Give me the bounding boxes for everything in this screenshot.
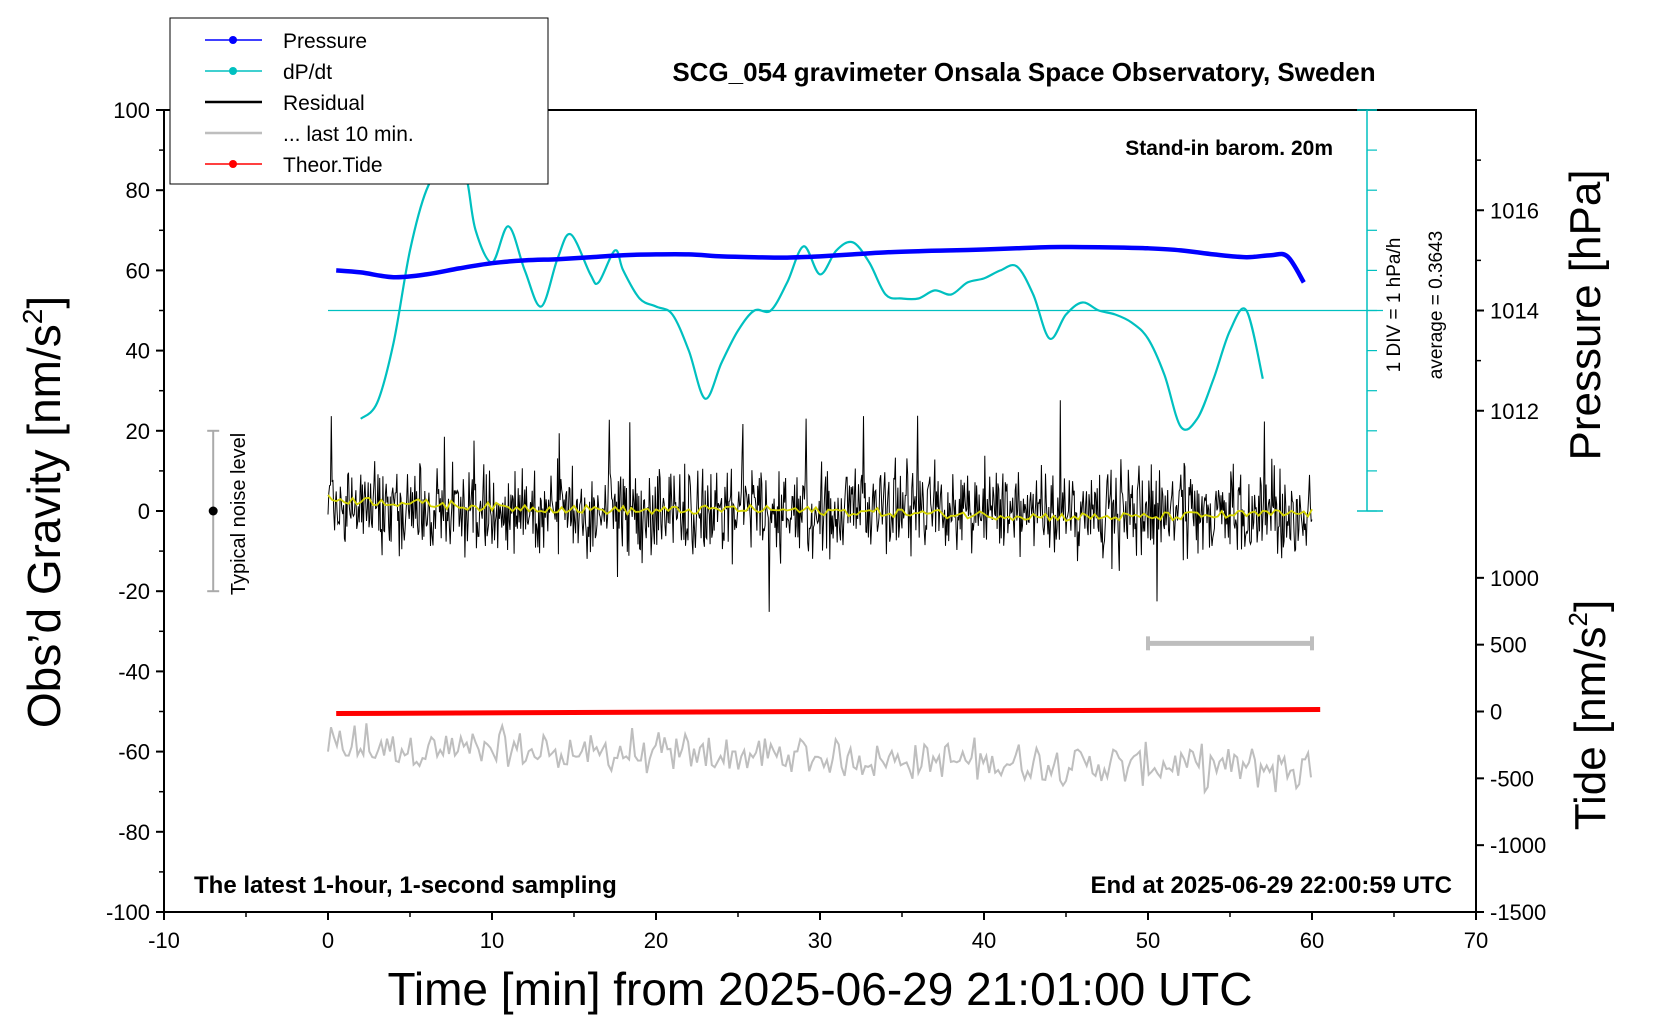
y-axis-title-tide-end: ]	[1566, 600, 1615, 612]
y-axis-title-tide-text: Tide [nm/s	[1566, 626, 1615, 830]
axis-ticks: -10 0 10 20 30 40 50 60 70-100-80-60-40-20020406…	[106, 98, 1546, 953]
y-tick-label: -60	[118, 740, 150, 765]
y-tick-label: -40	[118, 659, 150, 684]
x-tick-label: 0	[322, 928, 334, 953]
pressure-tick-label: 1014	[1490, 299, 1539, 324]
bottom-right-note: End at 2025-06-29 22:00:59 UTC	[1091, 872, 1453, 899]
residual-smoothed-line	[327, 494, 1313, 523]
residual-line	[327, 400, 1313, 612]
tide-tick-label: -1000	[1490, 833, 1546, 858]
y-tick-label: 60	[126, 258, 150, 283]
svg-text:Tide [nm/s2]: Tide [nm/s2]	[1563, 600, 1615, 830]
noise-bar-center	[208, 506, 218, 516]
x-tick-label: 50	[1136, 928, 1160, 953]
y-tick-label: 0	[138, 499, 150, 524]
pressure-tick-label: 1012	[1490, 399, 1539, 424]
legend-marker	[229, 160, 237, 168]
plot-area	[207, 109, 1383, 795]
tide-tick-label: -500	[1490, 766, 1534, 791]
y-axis-title-tide-sup: 2	[1563, 612, 1593, 626]
x-axis-title: Time [min] from 2025-06-29 21:01:00 UTC	[388, 963, 1253, 1015]
y-tick-label: 40	[126, 339, 150, 364]
tide-tick-label: 1000	[1490, 566, 1539, 591]
y-tick-label: -20	[118, 579, 150, 604]
dpdt-average-note: average = 0.3643	[1426, 231, 1447, 379]
theoretical-tide-line	[336, 706, 1321, 717]
y-tick-label: 80	[126, 178, 150, 203]
y-tick-label: 100	[113, 98, 150, 123]
bottom-left-note: The latest 1-hour, 1-second sampling	[194, 872, 617, 899]
tide-tick-label: 0	[1490, 700, 1502, 725]
dpdt-scale-note: 1 DIV = 1 hPa/h	[1384, 238, 1405, 373]
y-axis-title-main: Obs’d Gravity [nm/s2]	[17, 296, 70, 728]
barometer-note: Stand-in barom. 20m	[1125, 137, 1333, 160]
y-tick-label: -80	[118, 820, 150, 845]
x-tick-label: -10	[148, 928, 180, 953]
last-10-min-line	[327, 722, 1312, 795]
x-tick-label: 30	[808, 928, 832, 953]
legend-label: Theor.Tide	[283, 154, 383, 177]
x-tick-label: 20	[644, 928, 668, 953]
y-axis-title-pressure: Pressure [hPa]	[1561, 169, 1610, 460]
x-tick-label: 70	[1464, 928, 1488, 953]
legend-label: Residual	[283, 92, 365, 115]
legend: Pressure dP/dt Residual ... last 10 min. The…	[169, 17, 549, 185]
legend-label: Pressure	[283, 30, 367, 53]
legend-box	[169, 17, 549, 185]
x-tick-label: 60	[1300, 928, 1324, 953]
y-axis-title-main-end: ]	[18, 296, 70, 309]
tide-tick-label: -1500	[1490, 900, 1546, 925]
y-tick-label: 20	[126, 419, 150, 444]
noise-level-label: Typical noise level	[228, 433, 250, 595]
tide-tick-label: 500	[1490, 633, 1527, 658]
svg-text:Obs’d Gravity [nm/s2]: Obs’d Gravity [nm/s2]	[17, 296, 70, 728]
legend-label: ... last 10 min.	[283, 123, 414, 146]
legend-label: dP/dt	[283, 61, 332, 84]
pressure-tick-label: 1016	[1490, 198, 1539, 223]
legend-marker	[229, 36, 237, 44]
chart-title: SCG_054 gravimeter Onsala Space Observat…	[672, 57, 1375, 87]
legend-marker	[229, 67, 237, 75]
dpdt-line	[360, 159, 1264, 431]
x-tick-label: 40	[972, 928, 996, 953]
y-axis-title-tide: Tide [nm/s2]	[1563, 600, 1615, 830]
x-tick-label: 10	[480, 928, 504, 953]
pressure-line	[336, 244, 1306, 284]
y-axis-title-main-text: Obs’d Gravity [nm/s	[18, 324, 70, 728]
y-axis-title-main-sup: 2	[17, 309, 48, 325]
y-tick-label: -100	[106, 900, 150, 925]
